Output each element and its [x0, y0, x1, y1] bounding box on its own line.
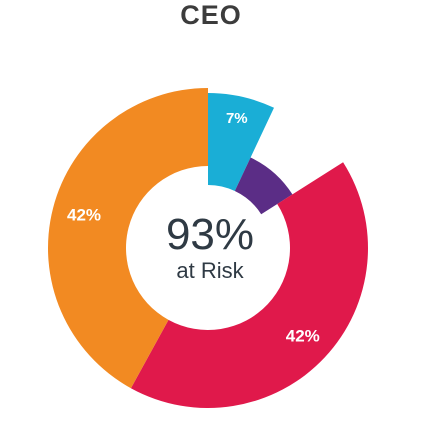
slice-label-2: 42%	[286, 326, 320, 345]
slice-3	[47, 88, 209, 389]
slice-label-1: 9%	[277, 149, 299, 166]
slice-label-0: 7%	[226, 110, 248, 127]
slice-label-3: 42%	[67, 206, 101, 225]
slice-0	[208, 93, 274, 191]
slice-labels-layer: 7% 9% 42% 42%	[67, 110, 320, 345]
slice-2	[130, 162, 368, 408]
center-caption: at Risk	[176, 258, 244, 283]
center-value: 93%	[165, 210, 255, 259]
slice-1	[234, 157, 293, 215]
slices-layer	[47, 88, 368, 408]
chart-title: CEO	[180, 0, 242, 30]
